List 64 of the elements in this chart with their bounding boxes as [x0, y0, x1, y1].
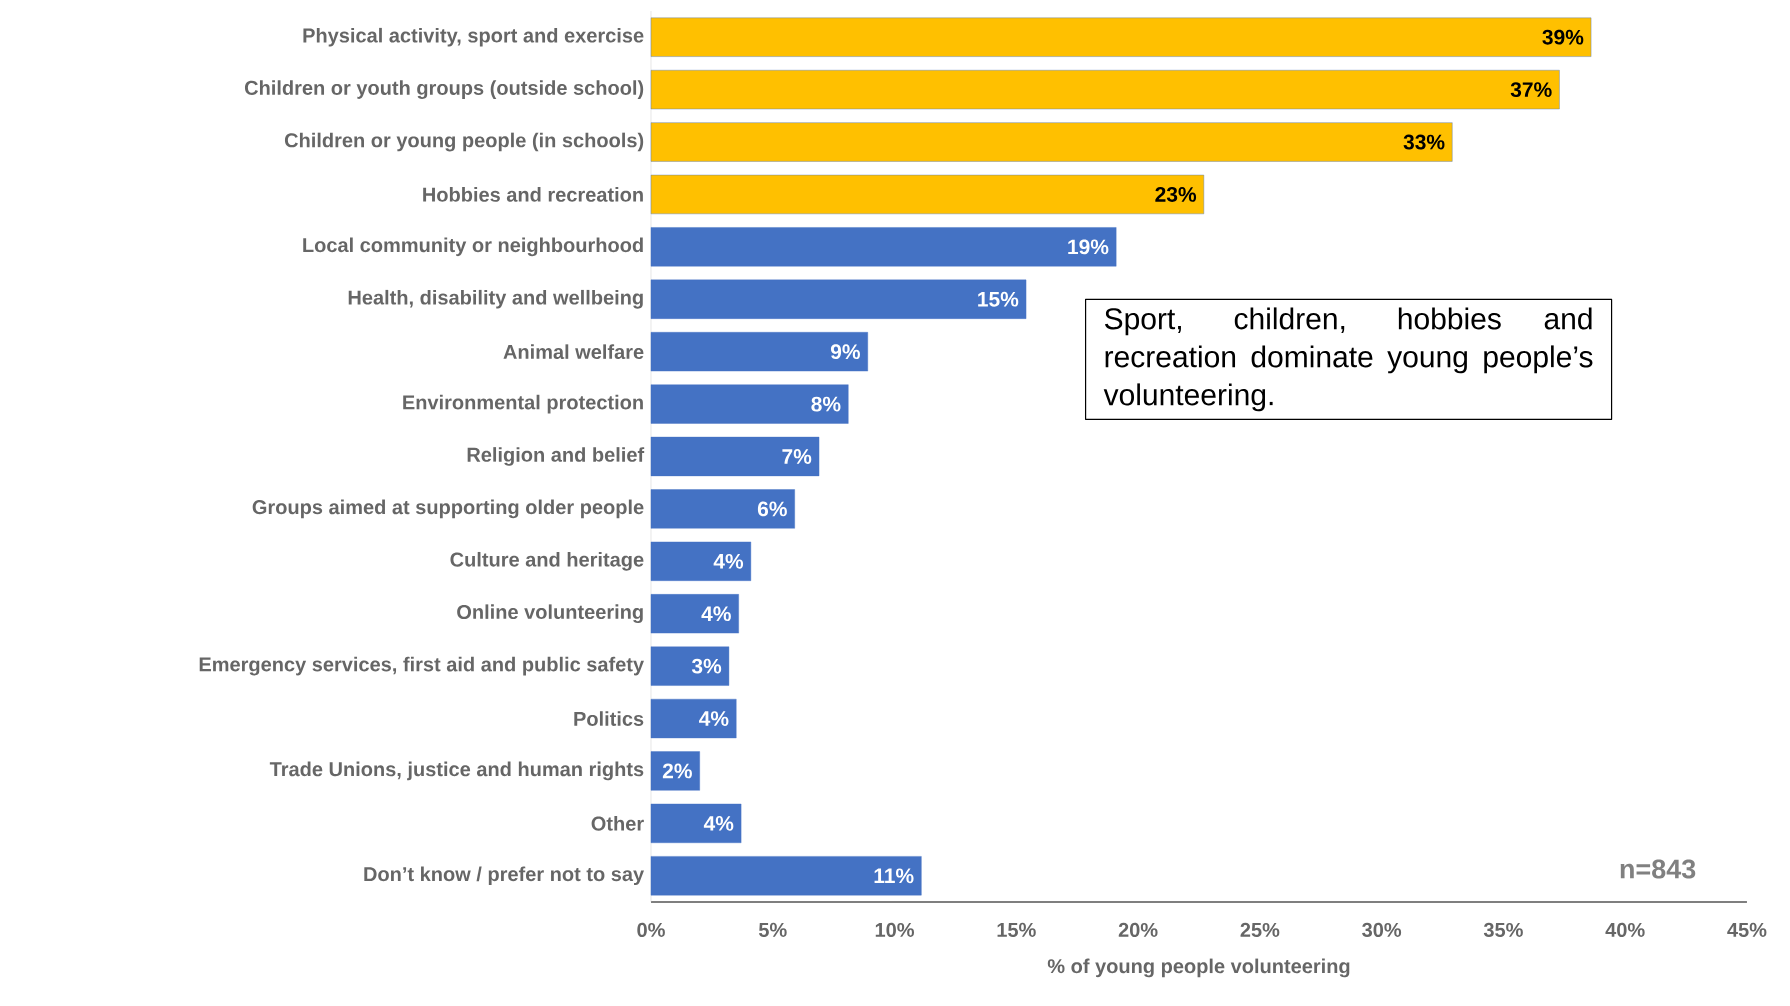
x-tick-label: 35%: [1483, 922, 1523, 938]
bar: [650, 594, 739, 634]
y-tick-label: Environmental protection: [403, 394, 643, 414]
data-label: 23%: [1155, 186, 1197, 202]
bar: [650, 489, 795, 529]
bar: [650, 541, 752, 581]
y-tick-label: Religion and belief: [467, 447, 645, 466]
y-tick-label: Hobbies and recreation: [423, 187, 643, 202]
data-label: 8%: [811, 396, 841, 412]
x-tick-label: 30%: [1362, 922, 1402, 938]
data-label: 33%: [1403, 134, 1445, 150]
data-label: 11%: [874, 868, 914, 884]
data-label: 2%: [662, 763, 692, 779]
data-label: 3%: [691, 658, 722, 674]
bar: [650, 332, 868, 372]
y-tick-label: Children or young people (in schools): [284, 132, 644, 152]
bar: [650, 856, 922, 896]
x-tick-label: 20%: [1118, 922, 1158, 938]
data-label: 7%: [782, 449, 812, 464]
y-tick-label: Don’t know / prefer not to say: [364, 866, 645, 886]
y-tick-label: Trade Unions, justice and human rights: [269, 761, 644, 781]
y-tick-label: Groups aimed at supporting older people: [252, 499, 644, 519]
x-tick-label: 40%: [1605, 922, 1645, 938]
data-label: 4%: [703, 815, 734, 831]
x-tick-label: 0%: [637, 922, 665, 938]
data-label: 6%: [757, 501, 787, 517]
bar: [650, 174, 1205, 215]
bar: [650, 751, 700, 791]
x-axis-title: % of young people volunteering: [1047, 958, 1350, 978]
y-tick-label: Physical activity, sport and exercise: [303, 27, 644, 47]
y-tick-label: Children or youth groups (outside school): [244, 80, 644, 99]
data-label: 19%: [1068, 239, 1109, 255]
annotation: Sport, children, hobbies and recreation dominate young people’s volunteering.: [1103, 307, 1593, 412]
y-tick-label: Politics: [574, 711, 644, 726]
y-tick-label: Emergency services, first aid and public safety: [199, 656, 644, 676]
data-label: 37%: [1510, 82, 1552, 98]
bar: [650, 122, 1453, 162]
bar: [650, 70, 1560, 110]
bar: [650, 17, 1592, 57]
y-tick-label: Animal welfare: [503, 344, 644, 360]
x-tick-label: 45%: [1727, 922, 1767, 937]
x-tick-label: 10%: [875, 922, 915, 938]
bar: [650, 698, 737, 739]
bar: [650, 646, 730, 686]
bar: [650, 279, 1027, 319]
data-label: 4%: [701, 606, 731, 622]
data-label: 4%: [713, 553, 744, 569]
x-tick-label: 5%: [758, 922, 787, 937]
bar: [650, 436, 820, 477]
bar: [650, 384, 849, 424]
data-label: 4%: [699, 711, 729, 726]
data-label: 15%: [978, 291, 1019, 307]
y-tick-label: Culture and heritage: [450, 551, 644, 571]
annotation: n=843: [1620, 859, 1696, 879]
x-tick-label: 15%: [997, 922, 1036, 937]
bar: [650, 227, 1117, 267]
y-tick-label: Health, disability and wellbeing: [348, 289, 643, 309]
data-label: 9%: [830, 344, 860, 360]
bar: [650, 803, 742, 843]
y-tick-label: Other: [591, 816, 644, 831]
data-label: 39%: [1542, 29, 1584, 45]
y-tick-label: Online volunteering: [457, 604, 643, 624]
y-tick-label: Local community or neighbourhood: [303, 237, 643, 257]
x-tick-label: 25%: [1240, 922, 1280, 938]
